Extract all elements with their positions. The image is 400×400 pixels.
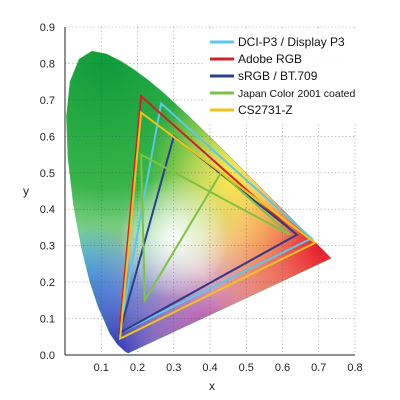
y-tick-label: 0.7 (40, 95, 55, 107)
x-axis-title: x (209, 379, 215, 393)
tick-labels: 0.1 0.2 0.3 0.4 0.5 0.6 0.7 0.8 0.0 0.1 0.2 0.3 0.4 0… (40, 22, 363, 374)
y-tick-label: 0.4 (40, 204, 55, 216)
x-tick-label: 0.3 (166, 362, 181, 374)
y-tick-label: 0.3 (40, 241, 55, 253)
legend-label: sRGB / BT.709 (238, 69, 318, 83)
x-tick-label: 0.4 (202, 362, 217, 374)
y-tick-label: 0.8 (40, 58, 55, 70)
legend-label: CS2731-Z (238, 103, 293, 117)
legend-label: Adobe RGB (238, 52, 302, 66)
x-tick-label: 0.8 (347, 362, 362, 374)
y-tick-label: 0.5 (40, 168, 55, 180)
y-axis-title: y (23, 184, 29, 198)
legend: DCI-P3 / Display P3 Adobe RGB sRGB / BT.70… (204, 30, 360, 124)
plot-frame (64, 27, 355, 356)
y-tick-label: 0.9 (40, 22, 55, 34)
gamut-triangles (117, 94, 318, 341)
gamut-4 (118, 110, 318, 341)
y-tick-label: 0.2 (40, 277, 55, 289)
legend-label: Japan Color 2001 coated (238, 88, 355, 100)
x-tick-label: 0.1 (94, 362, 109, 374)
gamut-0 (118, 101, 314, 335)
x-tick-label: 0.6 (275, 362, 290, 374)
axis-titles: xy (23, 184, 215, 393)
x-tick-label: 0.7 (311, 362, 326, 374)
y-tick-label: 0.6 (40, 131, 55, 143)
x-tick-label: 0.5 (239, 362, 254, 374)
y-tick-label: 0.0 (40, 350, 55, 362)
gamut-3 (140, 152, 291, 304)
x-tick-label: 0.2 (130, 362, 145, 374)
spectral-locus-outline (66, 50, 332, 354)
legend-label: DCI-P3 / Display P3 (238, 35, 345, 49)
y-tick-label: 0.1 (40, 314, 55, 326)
